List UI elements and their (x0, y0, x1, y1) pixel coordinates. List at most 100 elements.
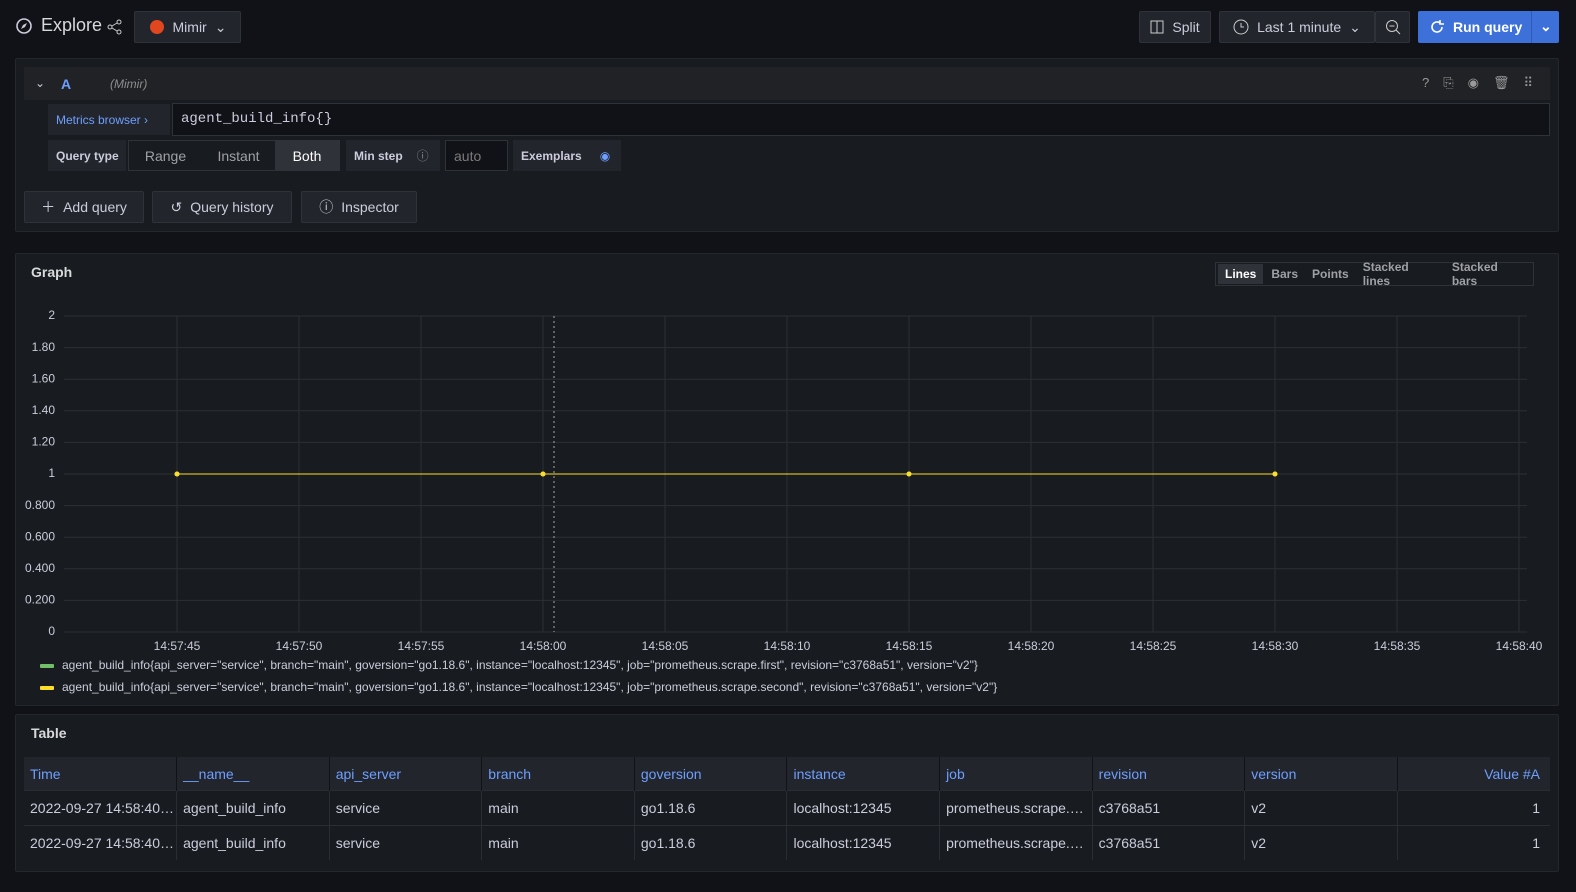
table-cell: localhost:12345 (786, 825, 941, 860)
table-cell: go1.18.6 (634, 825, 788, 860)
table-cell: service (329, 790, 483, 826)
table-cell: 1 (1397, 790, 1550, 826)
refresh-icon (1431, 20, 1444, 33)
button-label: Query history (190, 199, 274, 215)
column-header[interactable]: __name__ (176, 757, 330, 791)
query-type-option[interactable]: Range (144, 147, 187, 164)
column-header[interactable]: Time (24, 757, 178, 791)
column-header[interactable]: goversion (634, 757, 788, 791)
zoom-out-button[interactable] (1375, 11, 1410, 43)
x-tick-label: 14:58:00 (520, 639, 567, 653)
view-mode-option[interactable]: Stacked lines (1362, 260, 1409, 288)
data-table: Time __name__ api_server branch goversion ins… (24, 757, 1550, 860)
table-cell: agent_build_info (176, 825, 330, 860)
info-icon: ⓘ (416, 149, 429, 163)
data-point (1272, 471, 1278, 477)
table-cell: c3768a51 (1092, 790, 1246, 826)
y-tick-label: 0.600 (25, 529, 55, 543)
exemplars-toggle[interactable]: Exemplars ◉ (513, 140, 621, 171)
explore-icon (16, 18, 32, 34)
collapse-toggle[interactable]: ⌄ (35, 76, 46, 90)
table-row: 2022-09-27 14:58:40… agent_build_info serv… (24, 790, 1550, 826)
column-header[interactable]: branch (481, 757, 635, 791)
time-picker[interactable]: Last 1 minute ⌄ (1219, 11, 1375, 43)
table-cell: 2022-09-27 14:58:40… (24, 790, 178, 826)
query-ref: A (61, 76, 72, 92)
query-datasource: (Mimir) (110, 77, 148, 91)
info-icon: ⓘ (319, 199, 334, 215)
view-mode-option[interactable]: Bars (1271, 267, 1299, 281)
header-row: Time __name__ api_server branch goversion ins… (24, 757, 1550, 791)
datasource-picker[interactable]: Mimir ⌄ (134, 11, 241, 43)
row-actions[interactable]: ?⎘◉🗑⠿ (1422, 75, 1547, 90)
column-header[interactable]: version (1244, 757, 1398, 791)
data-point (906, 471, 912, 477)
page-title: Explore (41, 15, 103, 35)
min-step-text: Min step (354, 148, 403, 163)
table-cell: main (481, 825, 635, 860)
x-tick-label: 14:58:20 (1008, 639, 1055, 653)
data-point (174, 471, 180, 477)
x-tick-label: 14:57:50 (276, 639, 323, 653)
column-header[interactable]: Value #A (1397, 757, 1550, 791)
view-mode-option[interactable]: Lines (1218, 264, 1264, 284)
table-wrap: Time __name__ api_server branch goversion ins… (24, 757, 1550, 860)
eye-icon: ◉ (599, 148, 611, 163)
y-tick-label: 1.40 (32, 403, 56, 417)
view-mode-group: Lines Bars Points Stacked lines Stacked … (1215, 260, 1534, 288)
table-cell: c3768a51 (1092, 825, 1246, 860)
query-input[interactable]: agent_build_info{} (172, 103, 1550, 136)
table-cell: 1 (1397, 825, 1550, 860)
legend-swatch (40, 664, 54, 668)
table-cell: main (481, 790, 635, 826)
table-cell: v2 (1244, 825, 1398, 860)
column-header[interactable]: api_server (329, 757, 483, 791)
x-tick-label: 14:58:40 (1496, 639, 1543, 653)
min-step-input[interactable]: auto (445, 140, 508, 171)
graph-title: Graph (31, 264, 73, 280)
table-cell: agent_build_info (176, 790, 330, 826)
run-dropdown[interactable]: ⌄ (1531, 11, 1552, 43)
table-row: 2022-09-27 14:58:40… agent_build_info serv… (24, 825, 1550, 860)
run-query-button[interactable]: Run query ⌄ (1418, 11, 1559, 43)
button-label: Inspector (341, 199, 399, 215)
query-history-button[interactable]: ↺ Query history (152, 191, 292, 223)
metrics-browser-button[interactable]: Metrics browser › (48, 104, 170, 135)
y-tick-label: 1.20 (32, 435, 56, 449)
column-header[interactable]: instance (786, 757, 941, 791)
query-type-group: Range Instant Both (128, 140, 340, 171)
table-cell: localhost:12345 (786, 790, 941, 826)
y-tick-label: 0.400 (25, 561, 55, 575)
view-mode-option[interactable]: Stacked bars (1451, 260, 1498, 288)
column-header[interactable]: job (939, 757, 1093, 791)
share-icon[interactable] (107, 19, 123, 35)
plus-icon: ＋ (41, 199, 56, 215)
query-row-header (24, 67, 1550, 100)
run-query-label: Run query (1453, 19, 1523, 35)
split-button[interactable]: Split (1139, 11, 1211, 43)
x-tick-label: 14:57:55 (398, 639, 445, 653)
x-tick-label: 14:58:30 (1252, 639, 1299, 653)
x-tick-label: 14:58:05 (642, 639, 689, 653)
query-type-option[interactable]: Both (275, 141, 339, 170)
view-mode-option[interactable]: Points (1312, 267, 1349, 281)
datasource-logo (149, 20, 164, 34)
legend-label: agent_build_info{api_server="service", b… (62, 658, 978, 672)
y-tick-label: 0.800 (25, 498, 55, 512)
column-header[interactable]: revision (1092, 757, 1246, 791)
table-title: Table (31, 725, 67, 741)
add-query-button[interactable]: ＋ Add query (24, 191, 144, 223)
table-cell: service (329, 825, 483, 860)
y-tick-label: 2 (48, 308, 55, 322)
y-tick-label: 1 (48, 466, 55, 480)
inspector-button[interactable]: ⓘ Inspector (301, 191, 417, 223)
graph-chart: 0 0.200 0.400 0.600 0.800 1 1.20 1.40 1.60 1.80 2 1… (25, 308, 1543, 694)
y-tick-label: 1.60 (32, 371, 56, 385)
x-tick-label: 14:58:10 (764, 639, 811, 653)
table-cell: prometheus.scrape.… (939, 825, 1093, 860)
time-range: Last 1 minute (1257, 19, 1342, 35)
legend-swatch (40, 686, 54, 690)
query-type-option[interactable]: Instant (217, 147, 260, 164)
data-point (540, 471, 546, 477)
